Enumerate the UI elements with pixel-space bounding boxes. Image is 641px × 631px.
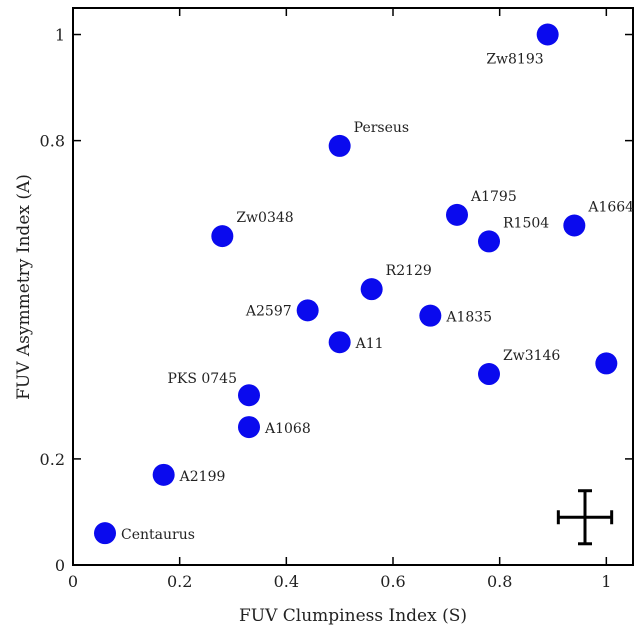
point-labels: Zw8193 Perseus A1795 A1664 R1504 Zw0348 R2129 A… (121, 52, 634, 544)
data-point (563, 214, 586, 237)
point-label: PKS 0745 (167, 371, 237, 387)
example-error-bar (556, 489, 614, 546)
y-axis-title: FUV Asymmetry Index (A) (14, 174, 34, 400)
data-point (360, 278, 383, 301)
point-label: A1795 (470, 189, 517, 205)
plot-frame (72, 7, 634, 566)
point-label: Zw3146 (503, 348, 560, 364)
point-label: Perseus (354, 120, 409, 136)
y-tick-label: 1 (55, 26, 65, 45)
point-label: A11 (355, 336, 384, 352)
point-label: A1664 (587, 199, 634, 215)
data-point (238, 416, 260, 439)
point-label: R1504 (503, 215, 549, 231)
point-label: Zw8193 (486, 52, 543, 68)
y-tick-label: 0 (55, 556, 65, 575)
data-point (328, 331, 351, 354)
data-point (478, 363, 500, 386)
data-point (595, 352, 618, 375)
point-label: A2199 (179, 469, 226, 485)
data-point (211, 225, 234, 248)
x-tick-label: 1 (601, 572, 611, 591)
x-tick-label: 0.2 (167, 572, 192, 591)
point-label: Zw0348 (236, 210, 293, 226)
point-label: A1068 (264, 421, 311, 437)
x-axis-ticks: 0 0.2 0.4 0.6 0.8 1 (68, 8, 611, 591)
point-label: R2129 (386, 263, 432, 279)
data-point (238, 384, 260, 407)
point-label: A1835 (445, 310, 492, 326)
y-tick-label: 0.2 (40, 450, 65, 469)
data-point (328, 134, 351, 157)
data-point (536, 23, 559, 46)
x-axis-title: FUV Clumpiness Index (S) (239, 606, 467, 626)
data-point (446, 203, 468, 226)
data-points (94, 23, 618, 545)
y-tick-label: 0.8 (40, 132, 65, 151)
x-tick-label: 0.6 (380, 572, 405, 591)
y-axis-ticks: 0 0.2 0.8 1 (40, 26, 633, 575)
x-tick-label: 0 (68, 572, 78, 591)
x-tick-label: 0.8 (487, 572, 512, 591)
data-point (94, 522, 116, 545)
data-point (296, 299, 319, 322)
data-point (152, 463, 175, 486)
point-label: A2597 (245, 303, 292, 319)
data-point (478, 230, 500, 253)
point-label: Centaurus (121, 527, 195, 543)
data-point (419, 304, 442, 327)
x-tick-label: 0.4 (274, 572, 299, 591)
